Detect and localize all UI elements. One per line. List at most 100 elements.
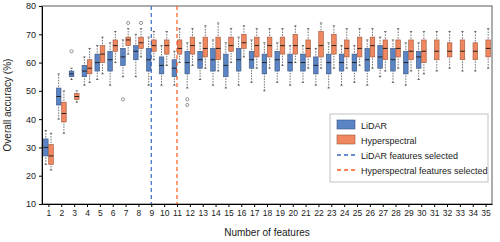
median: [486, 48, 491, 49]
marks: [44, 6, 491, 204]
box-body: [121, 48, 126, 65]
box: [164, 31, 169, 65]
whisker-cap: [256, 68, 258, 69]
whisker-cap: [307, 28, 309, 29]
selected-line: [176, 6, 177, 204]
box: [357, 29, 362, 66]
median: [306, 48, 311, 49]
y-tick-mark: [39, 6, 42, 7]
whisker-cap: [109, 42, 111, 43]
x-tick-label: 7: [124, 208, 129, 218]
box: [146, 37, 151, 85]
whisker-cap: [302, 82, 304, 83]
median: [95, 62, 100, 63]
whisker-cap: [160, 85, 162, 86]
whisker-cap: [88, 48, 90, 49]
box-body: [262, 54, 267, 74]
y-tick-label: 60: [26, 58, 36, 68]
box: [326, 43, 331, 88]
whisker-cap: [263, 90, 265, 91]
whisker-cap: [225, 42, 227, 43]
x-tick-mark: [61, 204, 62, 207]
whisker-cap: [320, 22, 322, 23]
median: [262, 62, 267, 63]
box-body: [190, 37, 195, 54]
x-tick-label: 19: [276, 208, 286, 218]
box-body: [56, 88, 61, 105]
whisker-cap: [243, 56, 245, 57]
whisker-cap: [70, 68, 72, 69]
box-body: [254, 37, 259, 57]
x-tick-label: 17: [250, 208, 260, 218]
median: [301, 62, 306, 63]
whisker-cap: [243, 25, 245, 26]
x-tick-label: 3: [72, 208, 77, 218]
box-body: [396, 40, 401, 57]
box: [229, 29, 234, 63]
box: [293, 26, 298, 63]
whisker-cap: [45, 164, 47, 165]
box-body: [288, 54, 293, 71]
whisker-cap: [166, 31, 168, 32]
whisker-cap: [358, 65, 360, 66]
outlier: [70, 50, 73, 53]
whisker-cap: [230, 62, 232, 63]
whisker-cap: [436, 71, 438, 72]
x-tick-mark: [100, 204, 101, 207]
box: [288, 46, 293, 86]
box: [301, 46, 306, 83]
whisker-cap: [289, 45, 291, 46]
box: [121, 40, 126, 77]
whisker-cap: [371, 68, 373, 69]
y-tick-mark: [39, 34, 42, 35]
whisker-cap: [307, 68, 309, 69]
whisker-cap: [320, 68, 322, 69]
box-body: [242, 34, 247, 48]
x-tick-mark: [357, 204, 358, 207]
box: [434, 31, 439, 71]
whisker-cap: [199, 42, 201, 43]
box: [82, 57, 87, 85]
y-axis-line: [42, 7, 43, 205]
x-tick-mark: [74, 204, 75, 207]
box: [139, 29, 144, 57]
whisker-cap: [333, 68, 335, 69]
x-tick: 13: [198, 204, 208, 218]
box-body: [460, 40, 465, 60]
selected-line: [151, 6, 152, 204]
whisker-cap: [238, 37, 240, 38]
outlier: [121, 98, 124, 101]
whisker-cap: [153, 59, 155, 60]
x-axis: 1234567891011121314151617181920212223242…: [43, 204, 493, 218]
whisker-cap: [405, 42, 407, 43]
median: [134, 51, 139, 52]
box-body: [44, 139, 49, 156]
median: [190, 45, 195, 46]
whisker-cap: [371, 28, 373, 29]
y-tick: 40: [26, 115, 42, 125]
whisker-cap: [127, 54, 129, 55]
whisker-cap: [379, 37, 381, 38]
x-tick-label: 22: [314, 208, 324, 218]
whisker-cap: [436, 31, 438, 32]
whisker-cap: [173, 85, 175, 86]
box-body: [365, 48, 370, 71]
median: [404, 62, 409, 63]
whisker-cap: [127, 28, 129, 29]
median: [126, 39, 131, 40]
median: [314, 65, 319, 66]
box: [100, 37, 105, 74]
whisker-cap: [294, 62, 296, 63]
box-body: [74, 94, 79, 100]
x-tick-mark: [190, 204, 191, 207]
legend-label: Hyperspectral: [361, 136, 417, 146]
y-tick-mark: [39, 91, 42, 92]
median: [409, 51, 414, 52]
x-tick-mark: [396, 204, 397, 207]
whisker-cap: [148, 37, 150, 38]
x-tick-label: 35: [481, 208, 491, 218]
x-tick-label: 12: [186, 208, 196, 218]
box: [152, 31, 157, 59]
box: [383, 31, 388, 71]
box: [352, 46, 357, 83]
